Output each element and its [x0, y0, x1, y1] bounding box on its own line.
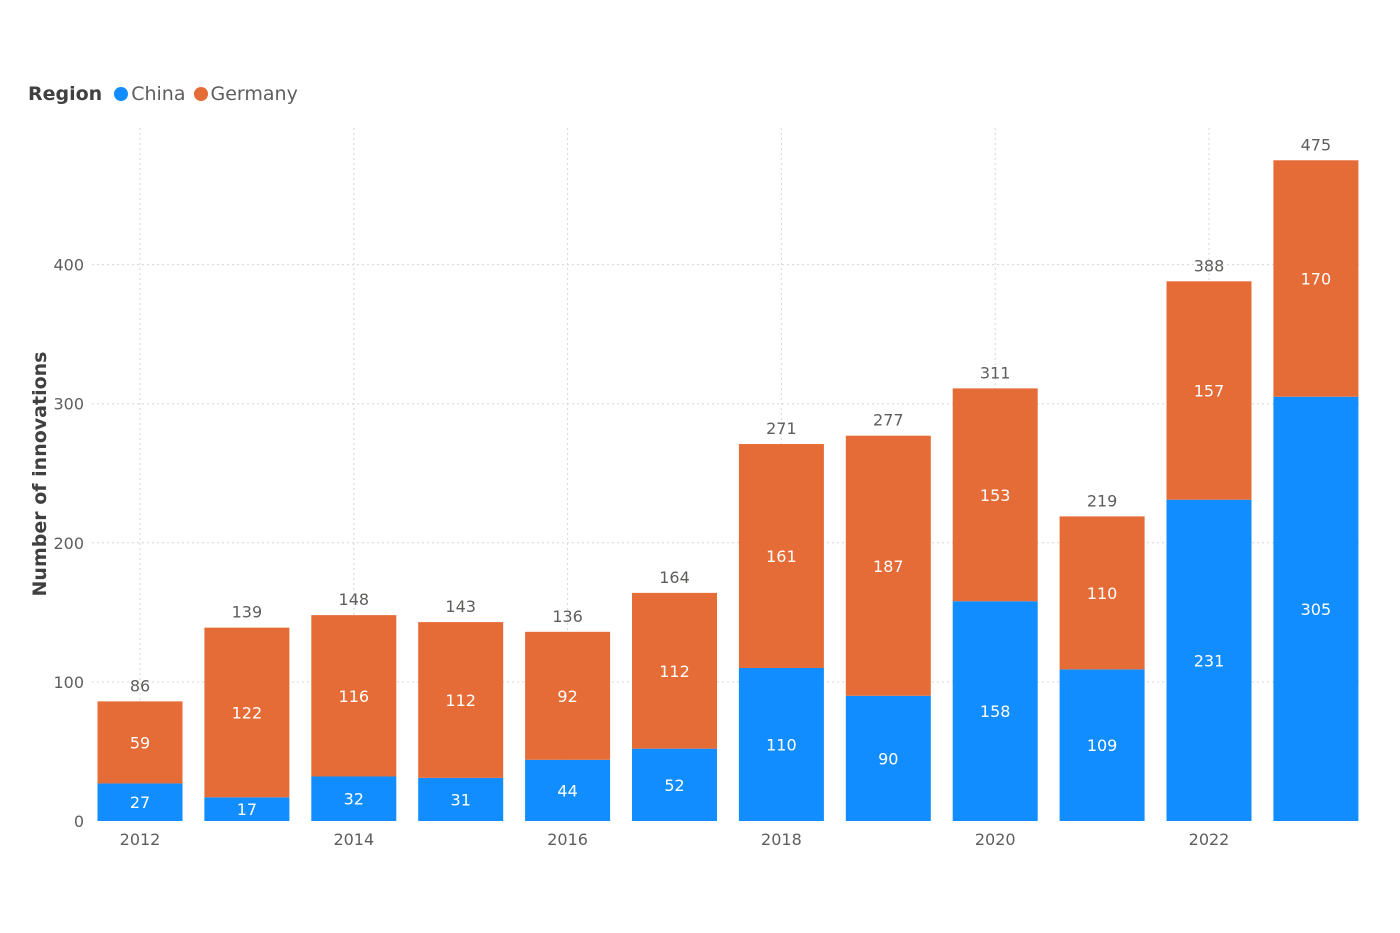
y-tick-label: 0: [74, 812, 84, 831]
total-label-2014: 148: [339, 590, 370, 609]
legend: Region China Germany: [28, 80, 306, 108]
legend-title: Region: [28, 83, 103, 105]
bar-label-germany-2017: 112: [659, 662, 690, 681]
bar-germany-2014: [311, 615, 397, 777]
bar-germany-2016: [525, 631, 611, 760]
legend-item-china[interactable]: China: [114, 83, 186, 105]
bar-china-2017: [632, 748, 717, 821]
bar-germany-2018: [738, 444, 824, 668]
bar-label-china-2022: 231: [1194, 651, 1225, 670]
bar-label-china-2018: 110: [766, 735, 797, 754]
total-label-2019: 277: [873, 411, 904, 430]
bar-label-china-2016: 44: [557, 781, 577, 800]
bar-china-2012: [97, 783, 183, 821]
bar-label-china-2012: 27: [130, 793, 150, 812]
total-label-2021: 219: [1087, 491, 1118, 510]
bar-germany-2020: [952, 388, 1038, 602]
x-tick-label: 2014: [333, 830, 374, 849]
y-tick-label: 200: [53, 534, 84, 553]
bar-label-germany-2012: 59: [130, 733, 150, 752]
total-label-2020: 311: [980, 363, 1011, 382]
bar-china-2019: [845, 695, 931, 821]
y-axis-label: Number of innovations: [29, 352, 51, 597]
y-tick-label: 300: [53, 395, 84, 414]
x-tick-label: 2018: [761, 830, 802, 849]
bar-label-germany-2015: 112: [445, 691, 476, 710]
bar-china-2016: [525, 759, 611, 821]
bar-label-china-2015: 31: [451, 790, 471, 809]
bar-label-china-2020: 158: [980, 702, 1011, 721]
bar-china-2014: [311, 776, 397, 821]
bar-germany-2019: [845, 435, 931, 696]
bar-label-china-2017: 52: [664, 776, 684, 795]
total-label-2023: 475: [1301, 135, 1332, 154]
bar-germany-2015: [418, 622, 504, 778]
bar-germany-2012: [97, 701, 183, 784]
legend-item-germany[interactable]: Germany: [193, 83, 298, 105]
x-tick-label: 2022: [1189, 830, 1230, 849]
bar-germany-2023: [1273, 160, 1359, 397]
x-tick-label: 2012: [120, 830, 161, 849]
bar-label-germany-2016: 92: [557, 687, 577, 706]
bar-germany-2021: [1059, 516, 1145, 670]
bar-china-2013: [204, 797, 290, 821]
total-label-2016: 136: [552, 607, 583, 626]
bar-china-2023: [1273, 396, 1359, 821]
bar-label-china-2023: 305: [1301, 600, 1332, 619]
bar-label-china-2021: 109: [1087, 736, 1118, 755]
total-label-2017: 164: [659, 568, 690, 587]
bar-label-germany-2019: 187: [873, 557, 904, 576]
bar-china-2015: [418, 777, 504, 821]
bar-china-2021: [1059, 669, 1145, 821]
x-tick-label: 2020: [975, 830, 1016, 849]
bar-label-germany-2023: 170: [1301, 270, 1332, 289]
bar-label-germany-2020: 153: [980, 486, 1011, 505]
bar-label-germany-2022: 157: [1194, 381, 1225, 400]
y-tick-label: 400: [53, 256, 84, 275]
bar-label-china-2019: 90: [878, 749, 898, 768]
legend-dot-germany-icon: [193, 87, 208, 101]
bar-china-2018: [738, 667, 824, 821]
total-label-2018: 271: [766, 419, 797, 438]
x-tick-label: 2016: [547, 830, 588, 849]
bar-label-germany-2018: 161: [766, 547, 797, 566]
total-label-2022: 388: [1194, 256, 1225, 275]
total-label-2015: 143: [445, 597, 476, 616]
bar-china-2022: [1166, 499, 1252, 821]
bar-label-germany-2013: 122: [232, 704, 263, 723]
bar-germany-2013: [204, 627, 290, 798]
bar-china-2020: [952, 601, 1038, 821]
legend-dot-china-icon: [114, 87, 129, 101]
bar-germany-2017: [632, 592, 717, 749]
bar-label-china-2013: 17: [237, 800, 257, 819]
legend-label-china: China: [131, 83, 186, 105]
bar-label-germany-2014: 116: [339, 687, 370, 706]
total-label-2012: 86: [130, 676, 150, 695]
bar-label-china-2014: 32: [344, 790, 364, 809]
legend-label-germany: Germany: [210, 83, 298, 105]
bar-label-germany-2021: 110: [1087, 584, 1118, 603]
total-label-2013: 139: [232, 603, 263, 622]
y-tick-label: 100: [53, 673, 84, 692]
bar-germany-2022: [1166, 281, 1252, 500]
